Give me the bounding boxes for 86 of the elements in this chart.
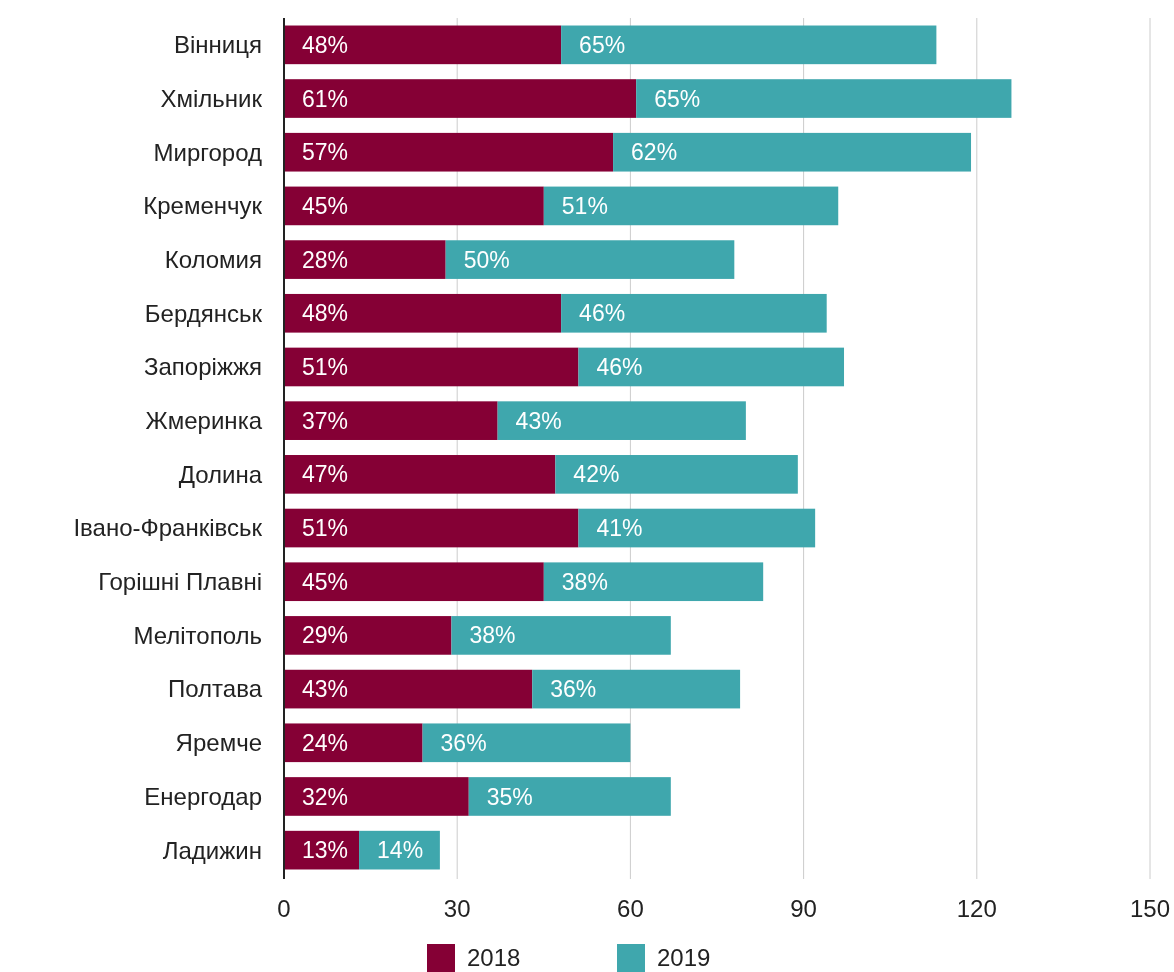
x-tick-label: 150 [1129, 895, 1171, 922]
data-label: 51% [302, 515, 349, 542]
y-tick-label: Івано-Франківськ [73, 514, 263, 542]
data-label: 35% [486, 783, 533, 810]
y-tick-label: Ладижин [162, 836, 262, 864]
bar [543, 186, 839, 226]
x-tick-label: 60 [617, 895, 644, 922]
y-tick-label: Коломия [164, 245, 262, 273]
bar [497, 401, 746, 440]
bar [284, 777, 469, 816]
bar [422, 723, 631, 763]
data-label: 57% [302, 139, 349, 166]
data-label: 42% [573, 461, 620, 488]
bar [613, 132, 972, 172]
data-label: 51% [302, 354, 349, 381]
x-tick-label: 90 [790, 895, 817, 922]
bar [284, 562, 544, 602]
bar [284, 508, 579, 548]
y-tick-label: Бердянськ [144, 299, 263, 327]
data-label: 47% [302, 461, 349, 488]
data-label: 13% [302, 837, 349, 864]
bar [532, 669, 741, 709]
data-label: 38% [561, 568, 608, 595]
bar [578, 347, 845, 387]
data-label: 48% [302, 31, 349, 58]
bar [561, 293, 827, 333]
bar [284, 455, 556, 494]
bar [445, 240, 735, 279]
y-tick-label: Мелітополь [133, 621, 262, 649]
data-label: 36% [550, 676, 597, 703]
bar [284, 401, 498, 440]
y-tick-label: Горішні Плавні [98, 568, 262, 596]
x-tick-label: 0 [277, 895, 291, 922]
data-label: 28% [302, 246, 349, 273]
data-label: 38% [469, 622, 516, 649]
bar [284, 347, 579, 387]
data-label: 24% [302, 729, 349, 756]
legend-label: 2018 [467, 944, 521, 972]
data-label: 65% [654, 85, 701, 112]
data-label: 50% [463, 246, 510, 273]
data-label: 46% [579, 300, 626, 327]
y-tick-label: Кременчук [143, 192, 263, 220]
y-tick-label: Енергодар [144, 782, 262, 810]
bar [284, 79, 637, 118]
y-tick-label: Долина [178, 460, 263, 488]
bar [284, 186, 544, 226]
data-label: 43% [302, 676, 349, 703]
data-label: 45% [302, 192, 349, 219]
bar [284, 293, 562, 333]
bar [284, 669, 533, 709]
bar [284, 723, 423, 763]
legend-label: 2019 [657, 944, 711, 972]
data-label: 29% [302, 622, 349, 649]
y-tick-label: Хмільник [160, 84, 263, 112]
y-tick-label: Вінниця [174, 31, 262, 59]
bar [451, 616, 671, 655]
bar [578, 508, 816, 548]
bar [561, 25, 937, 65]
data-label: 62% [631, 139, 678, 166]
data-label: 65% [579, 31, 626, 58]
y-tick-label: Миргород [153, 138, 262, 166]
data-label: 45% [302, 568, 349, 595]
bar [636, 79, 1012, 118]
data-label: 32% [302, 783, 349, 810]
bar [284, 132, 614, 172]
data-label: 51% [561, 192, 608, 219]
bar [284, 616, 452, 655]
y-tick-label: Яремче [175, 729, 262, 757]
y-tick-label: Жмеринка [145, 407, 263, 435]
data-label: 14% [377, 837, 424, 864]
bar [555, 455, 798, 494]
data-label: 37% [302, 407, 349, 434]
data-label: 36% [440, 729, 487, 756]
data-label: 48% [302, 300, 349, 327]
y-tick-label: Полтава [168, 675, 263, 703]
y-tick-label: Запоріжжя [144, 353, 262, 381]
data-label: 41% [596, 515, 643, 542]
bar [284, 25, 562, 65]
bar [284, 240, 446, 279]
bar [543, 562, 764, 602]
data-label: 43% [515, 407, 562, 434]
data-label: 61% [302, 85, 349, 112]
x-tick-label: 120 [956, 895, 997, 922]
bar [468, 777, 671, 816]
data-label: 46% [596, 354, 643, 381]
x-tick-label: 30 [443, 895, 471, 922]
